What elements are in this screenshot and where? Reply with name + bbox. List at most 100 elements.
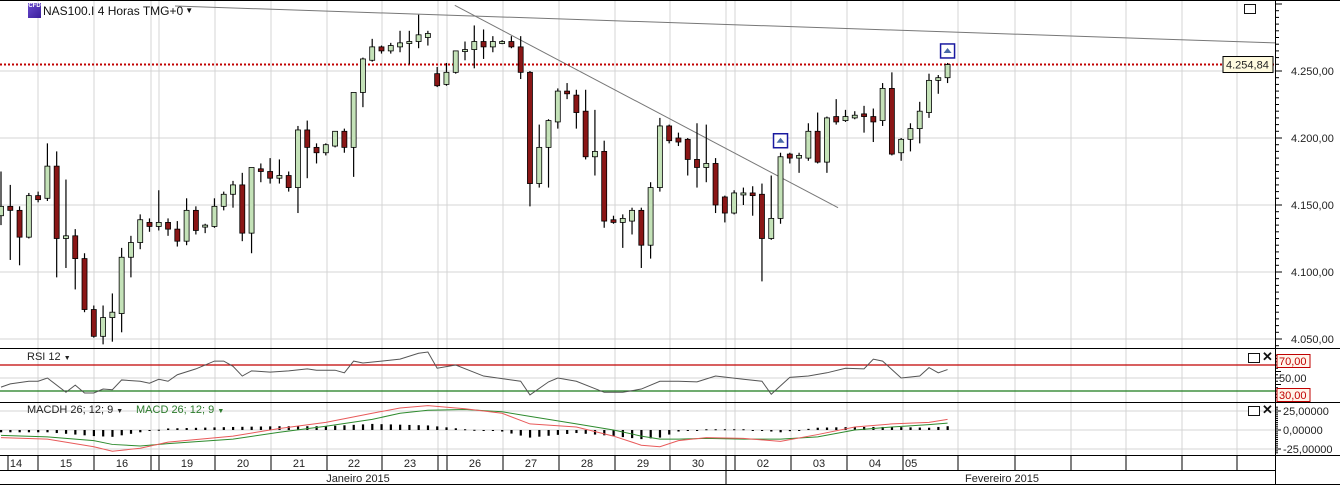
bearish-candle[interactable]	[694, 159, 700, 168]
bearish-candle[interactable]	[313, 146, 320, 154]
bullish-candle[interactable]	[137, 219, 144, 243]
bearish-candle[interactable]	[81, 258, 88, 310]
bullish-candle[interactable]	[452, 50, 459, 73]
bearish-candle[interactable]	[72, 235, 79, 260]
bullish-candle[interactable]	[629, 209, 635, 222]
bullish-candle[interactable]	[592, 150, 598, 158]
bearish-candle[interactable]	[814, 130, 821, 163]
bearish-candle[interactable]	[582, 110, 589, 158]
bullish-candle[interactable]	[944, 64, 951, 79]
bearish-candle[interactable]	[239, 184, 246, 234]
bearish-candle[interactable]	[257, 168, 264, 172]
bullish-candle[interactable]	[824, 117, 830, 163]
bearish-candle[interactable]	[601, 150, 608, 222]
bullish-candle[interactable]	[619, 217, 626, 223]
bullish-candle[interactable]	[536, 146, 543, 184]
bullish-candle[interactable]	[0, 205, 4, 217]
bearish-candle[interactable]	[174, 228, 181, 242]
bullish-candle[interactable]	[397, 42, 403, 48]
bearish-candle[interactable]	[861, 113, 867, 117]
bullish-candle[interactable]	[907, 128, 914, 140]
bullish-candle[interactable]	[350, 92, 357, 148]
bullish-candle[interactable]	[703, 163, 710, 168]
bullish-candle[interactable]	[118, 256, 125, 314]
bearish-candle[interactable]	[53, 165, 60, 239]
bullish-candle[interactable]	[322, 144, 329, 154]
resistance-trendline[interactable]	[174, 5, 1276, 44]
bullish-candle[interactable]	[740, 192, 747, 196]
bearish-candle[interactable]	[341, 130, 348, 148]
bullish-candle[interactable]	[230, 184, 236, 195]
bullish-candle[interactable]	[406, 41, 413, 44]
bullish-candle[interactable]	[211, 205, 218, 227]
bearish-candle[interactable]	[378, 46, 385, 52]
bearish-candle[interactable]	[192, 209, 199, 231]
bullish-candle[interactable]	[489, 41, 496, 48]
bullish-candle[interactable]	[471, 41, 478, 50]
bullish-candle[interactable]	[415, 34, 422, 42]
bearish-candle[interactable]	[759, 193, 765, 239]
downtrend-trendline[interactable]	[454, 4, 839, 209]
bearish-candle[interactable]	[527, 71, 533, 184]
bullish-candle[interactable]	[155, 222, 162, 227]
bullish-candle[interactable]	[768, 217, 775, 239]
bullish-candle[interactable]	[462, 49, 468, 52]
bullish-candle[interactable]	[842, 116, 849, 121]
bearish-candle[interactable]	[749, 192, 756, 197]
bullish-candle[interactable]	[898, 138, 905, 154]
main-pane-maximize-button[interactable]	[1244, 4, 1256, 14]
bullish-candle[interactable]	[731, 192, 738, 214]
bullish-candle[interactable]	[935, 77, 942, 81]
bullish-candle[interactable]	[100, 317, 106, 337]
bullish-candle[interactable]	[220, 193, 227, 207]
bullish-candle[interactable]	[183, 209, 190, 242]
bearish-candle[interactable]	[610, 219, 617, 223]
bullish-candle[interactable]	[248, 167, 255, 234]
bearish-candle[interactable]	[870, 116, 877, 123]
bearish-candle[interactable]	[285, 175, 292, 188]
bullish-candle[interactable]	[805, 130, 812, 159]
bullish-candle[interactable]	[202, 224, 209, 228]
bullish-candle[interactable]	[545, 120, 552, 148]
bearish-candle[interactable]	[666, 125, 673, 142]
bullish-candle[interactable]	[796, 155, 802, 159]
rsi-pane-maximize-button[interactable]	[1248, 353, 1260, 363]
bullish-candle[interactable]	[777, 156, 784, 219]
bullish-candle[interactable]	[916, 110, 923, 130]
macdh-label[interactable]: MACDH 26; 12; 9 ▼	[27, 404, 123, 416]
bearish-candle[interactable]	[7, 205, 14, 211]
bearish-candle[interactable]	[304, 129, 311, 148]
bearish-candle[interactable]	[684, 138, 691, 160]
bearish-candle[interactable]	[712, 163, 719, 206]
bearish-candle[interactable]	[434, 73, 441, 87]
rsi-label[interactable]: RSI 12 ▼	[27, 351, 71, 363]
bullish-candle[interactable]	[360, 58, 366, 93]
chart-title[interactable]: CFD NAS100.I 4 Horas TMG+0 ▼	[28, 3, 193, 18]
bullish-candle[interactable]	[109, 311, 116, 318]
bearish-candle[interactable]	[90, 309, 97, 337]
macd-pane-maximize-button[interactable]	[1248, 406, 1260, 416]
bullish-candle[interactable]	[443, 71, 450, 85]
bullish-candle[interactable]	[499, 41, 506, 44]
bullish-candle[interactable]	[332, 130, 338, 147]
caret-down-icon[interactable]: ▼	[185, 6, 194, 15]
bearish-candle[interactable]	[508, 41, 515, 48]
bearish-candle[interactable]	[146, 222, 153, 227]
bearish-candle[interactable]	[564, 90, 570, 95]
bearish-candle[interactable]	[573, 94, 580, 113]
bullish-candle[interactable]	[128, 242, 134, 258]
bearish-candle[interactable]	[786, 153, 793, 159]
bearish-candle[interactable]	[165, 222, 171, 230]
bearish-candle[interactable]	[721, 196, 728, 214]
macd-label[interactable]: MACD 26; 12; 9 ▼	[136, 404, 224, 416]
bearish-candle[interactable]	[267, 171, 274, 179]
bullish-candle[interactable]	[656, 125, 663, 188]
macd-pane-close-icon[interactable]: ✕	[1262, 402, 1273, 417]
bullish-candle[interactable]	[25, 195, 32, 238]
bearish-candle[interactable]	[35, 195, 42, 201]
bullish-candle[interactable]	[879, 88, 886, 121]
bearish-candle[interactable]	[675, 137, 682, 143]
bullish-candle[interactable]	[369, 46, 376, 61]
bullish-candle[interactable]	[851, 114, 858, 119]
